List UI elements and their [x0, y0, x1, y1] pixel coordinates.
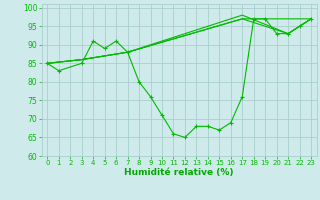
X-axis label: Humidité relative (%): Humidité relative (%): [124, 168, 234, 177]
